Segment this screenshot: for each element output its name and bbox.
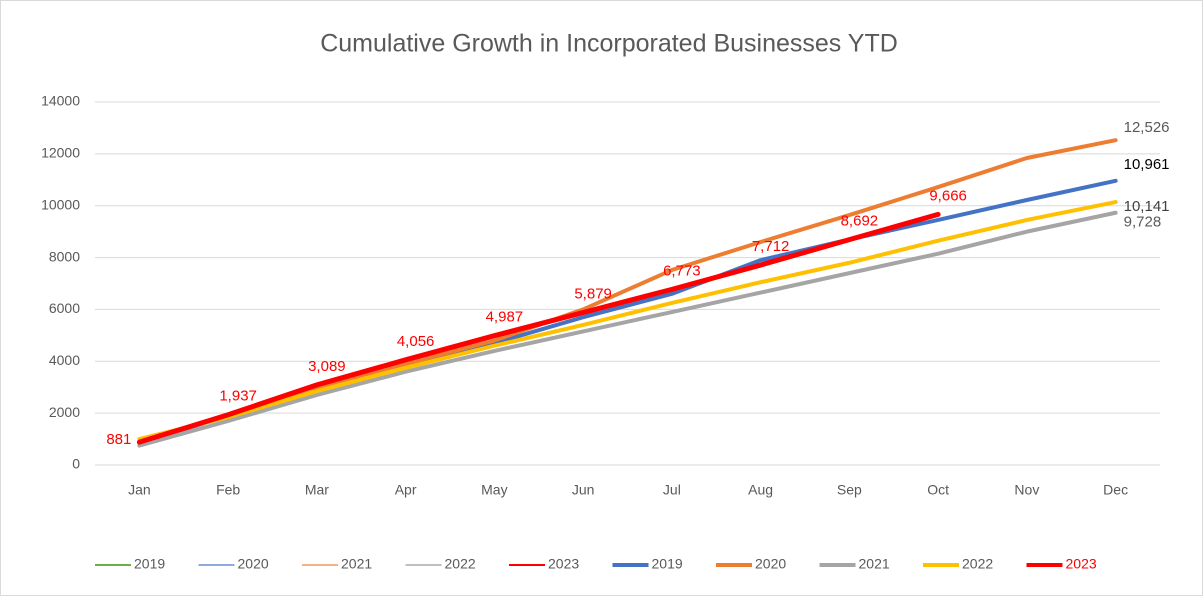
legend-label: 2020 <box>238 556 269 572</box>
y-tick-label: 4000 <box>49 352 80 368</box>
data-label: 4,056 <box>397 333 435 350</box>
legend-label: 2023 <box>1066 556 1097 572</box>
legend-label: 2019 <box>652 556 683 572</box>
legend-label: 2020 <box>755 556 786 572</box>
x-tick-label: Nov <box>1014 482 1039 498</box>
x-tick-label: Aug <box>748 482 773 498</box>
legend-label: 2022 <box>962 556 993 572</box>
x-tick-label: Jul <box>663 482 681 498</box>
data-label: 881 <box>106 431 131 448</box>
y-tick-label: 14000 <box>41 93 80 109</box>
x-tick-label: Feb <box>216 482 240 498</box>
data-label: 1,937 <box>219 388 257 405</box>
data-label: 7,712 <box>752 238 790 255</box>
data-label: 10,141 <box>1124 198 1170 215</box>
y-tick-label: 0 <box>72 456 80 472</box>
legend-label: 2021 <box>859 556 890 572</box>
x-tick-label: Sep <box>837 482 862 498</box>
series-line <box>137 200 1118 442</box>
series-line <box>136 211 941 445</box>
x-tick-label: Jun <box>572 482 595 498</box>
legend-label: 2022 <box>445 556 476 572</box>
y-tick-label: 2000 <box>49 404 80 420</box>
x-tick-label: Mar <box>305 482 329 498</box>
chart-title: Cumulative Growth in Incorporated Busine… <box>320 30 898 58</box>
x-tick-label: May <box>481 482 507 498</box>
series-line <box>137 210 1118 448</box>
data-label: 12,526 <box>1124 119 1170 136</box>
legend-label: 2021 <box>341 556 372 572</box>
x-tick-label: Oct <box>927 482 949 498</box>
data-label: 10,961 <box>1124 156 1170 173</box>
y-tick-label: 6000 <box>49 300 80 316</box>
data-label: 4,987 <box>486 309 524 326</box>
y-tick-label: 12000 <box>41 145 80 161</box>
y-tick-label: 10000 <box>41 196 80 212</box>
legend-label: 2023 <box>548 556 579 572</box>
x-tick-label: Apr <box>395 482 417 498</box>
data-label: 5,879 <box>574 286 612 303</box>
data-label: 3,089 <box>308 358 346 375</box>
x-tick-label: Jan <box>128 482 151 498</box>
y-tick-label: 8000 <box>49 248 80 264</box>
legend-label: 2019 <box>134 556 165 572</box>
x-tick-label: Dec <box>1103 482 1128 498</box>
data-label: 8,692 <box>841 213 879 230</box>
data-label: 9,666 <box>929 187 967 204</box>
data-label: 6,773 <box>663 262 701 279</box>
data-label: 9,728 <box>1124 214 1162 231</box>
